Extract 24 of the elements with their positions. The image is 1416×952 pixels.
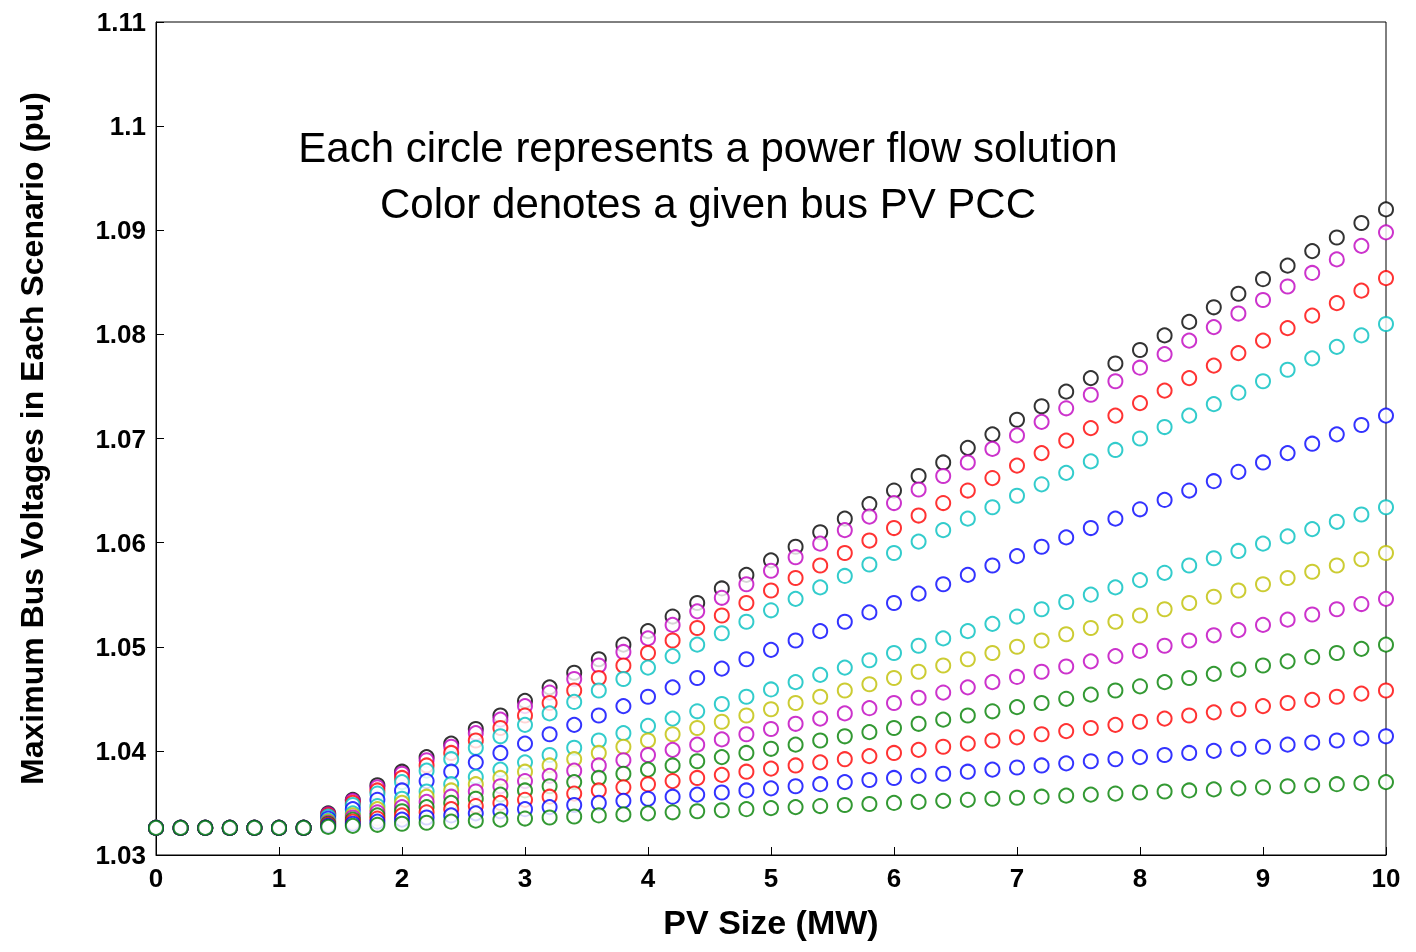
y-axis-title: Maximum Bus Voltages in Each Scenario (pu) [14, 92, 50, 785]
annotation: Color denotes a given bus PV PCC [379, 179, 1037, 227]
x-tick-label: 8 [1132, 863, 1148, 893]
y-tick-label: 1.05 [95, 631, 146, 662]
y-tick-label: 1.03 [95, 840, 146, 870]
y-tick-label: 1.1 [109, 111, 146, 142]
x-tick-label: 1 [271, 863, 287, 893]
annotation: Each circle represents a power flow solution [298, 123, 1118, 171]
x-axis-title: PV Size (MW) [663, 903, 879, 941]
y-tick-label: 1.04 [95, 735, 147, 766]
x-tick-label: 3 [517, 863, 533, 893]
x-tick-label: 9 [1255, 863, 1271, 893]
y-tick-label: 1.06 [95, 527, 146, 558]
x-tick-label: 5 [763, 863, 779, 893]
x-tick-label: 6 [886, 863, 902, 893]
y-tick-label: 1.07 [95, 423, 146, 454]
x-tick-label: 10 [1371, 863, 1401, 893]
x-tick-label: 0 [148, 863, 164, 893]
y-tick-label: 1.09 [95, 215, 146, 246]
x-tick-label: 4 [640, 863, 656, 893]
y-tick-label: 1.11 [96, 7, 146, 37]
x-tick-label: 2 [394, 863, 410, 893]
x-tick-label: 7 [1009, 863, 1025, 893]
y-tick-label: 1.08 [95, 319, 146, 350]
